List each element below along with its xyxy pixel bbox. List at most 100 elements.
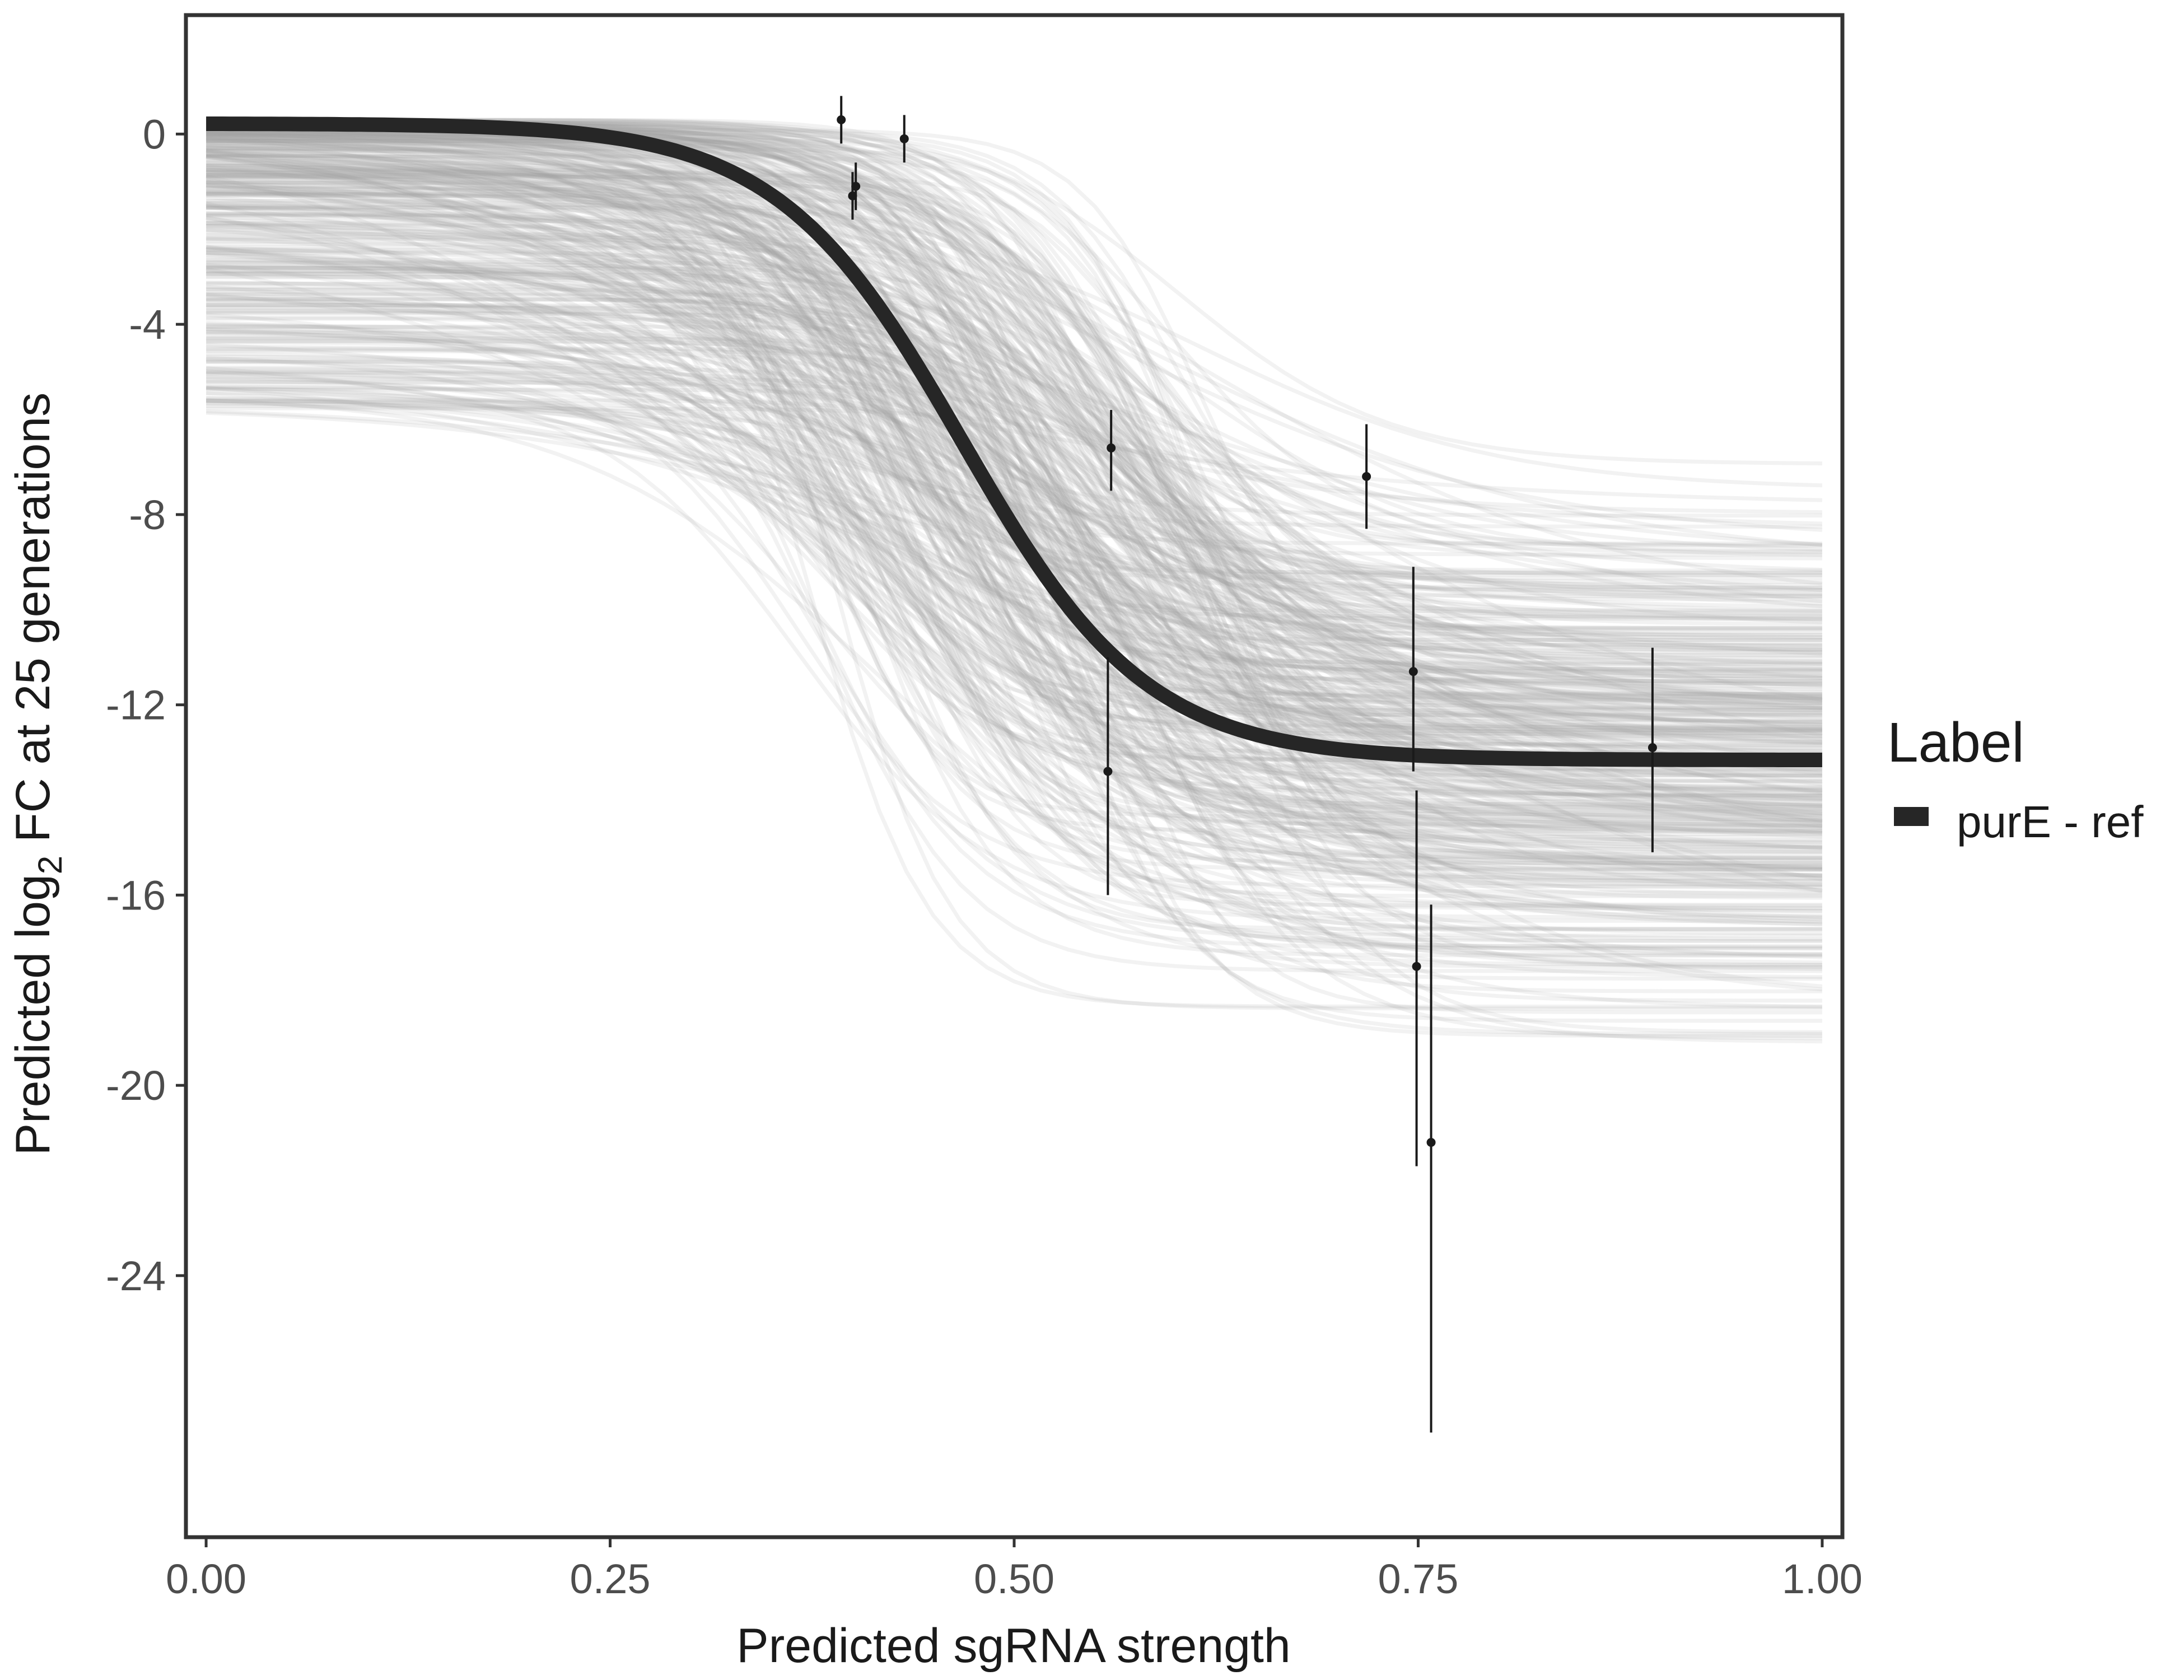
posterior-draw-line bbox=[206, 250, 1823, 801]
posterior-draw-line bbox=[206, 272, 1822, 679]
data-point bbox=[899, 134, 909, 143]
posterior-draw-line bbox=[206, 143, 1822, 675]
posterior-draw-line bbox=[206, 370, 1822, 691]
posterior-draw-line bbox=[206, 298, 1823, 704]
y-tick-label: -16 bbox=[106, 872, 166, 918]
posterior-draw-line bbox=[206, 380, 1822, 698]
posterior-draw-line bbox=[206, 356, 1822, 800]
posterior-draw-line bbox=[206, 163, 1822, 950]
posterior-draw-line bbox=[206, 245, 1823, 836]
posterior-draw-line bbox=[206, 272, 1822, 797]
posterior-draw-line bbox=[206, 180, 1822, 776]
posterior-draw-line bbox=[206, 249, 1822, 762]
posterior-draw-line bbox=[206, 153, 1822, 621]
posterior-draw-line bbox=[206, 131, 1822, 835]
posterior-draw-line bbox=[206, 179, 1822, 592]
posterior-draw-line bbox=[206, 267, 1823, 878]
posterior-draw-line bbox=[206, 310, 1822, 827]
posterior-draw-line bbox=[206, 206, 1823, 808]
posterior-draw-line bbox=[206, 339, 1822, 599]
posterior-draw-line bbox=[206, 137, 1823, 702]
posterior-draw-line bbox=[206, 352, 1822, 529]
posterior-draw-line bbox=[206, 367, 1822, 739]
posterior-draw-line bbox=[206, 134, 1822, 865]
posterior-draw-line bbox=[206, 130, 1823, 547]
fit-curve-group bbox=[206, 116, 1822, 767]
data-point bbox=[848, 191, 857, 200]
posterior-draw-line bbox=[206, 133, 1822, 1023]
posterior-draw-line bbox=[206, 269, 1822, 576]
legend-title: Label bbox=[1887, 711, 2024, 774]
posterior-draw-line bbox=[206, 327, 1822, 979]
posterior-draw-line bbox=[206, 348, 1822, 640]
posterior-draw-line bbox=[206, 135, 1822, 864]
posterior-draw-line bbox=[206, 171, 1822, 613]
posterior-draw-line bbox=[206, 174, 1822, 783]
posterior-draw-line bbox=[206, 161, 1822, 828]
posterior-draw-line bbox=[206, 119, 1822, 969]
posterior-draw-line bbox=[206, 174, 1822, 711]
posterior-draw-line bbox=[206, 153, 1822, 639]
posterior-draw-line bbox=[206, 396, 1822, 792]
posterior-draw-line bbox=[206, 224, 1822, 936]
posterior-draw-line bbox=[206, 401, 1822, 683]
posterior-draw-line bbox=[206, 385, 1823, 818]
posterior-draw-line bbox=[206, 202, 1823, 609]
posterior-draw-line bbox=[206, 146, 1822, 822]
posterior-draw-line bbox=[206, 282, 1822, 592]
posterior-draw-line bbox=[206, 172, 1823, 850]
data-point bbox=[1362, 472, 1371, 481]
posterior-draw-line bbox=[206, 410, 1822, 596]
posterior-draw-line bbox=[206, 324, 1822, 573]
posterior-draw-line bbox=[206, 132, 1822, 735]
posterior-draw-line bbox=[206, 167, 1822, 694]
posterior-draw-line bbox=[206, 155, 1822, 798]
posterior-draw-line bbox=[206, 253, 1823, 765]
posterior-draw-line bbox=[206, 138, 1822, 798]
posterior-draw-line bbox=[206, 164, 1822, 526]
posterior-draw-line bbox=[206, 133, 1822, 778]
posterior-draw-line bbox=[206, 145, 1822, 815]
posterior-draw-line bbox=[206, 336, 1822, 518]
posterior-draw-line bbox=[206, 213, 1822, 738]
y-tick-label: -20 bbox=[106, 1062, 166, 1109]
posterior-draw-line bbox=[206, 245, 1822, 870]
y-tick-label: -8 bbox=[129, 492, 166, 538]
y-tick-label: -4 bbox=[129, 301, 166, 348]
posterior-draw-line bbox=[206, 141, 1822, 819]
posterior-draw-line bbox=[206, 398, 1822, 801]
posterior-draw-line bbox=[206, 303, 1822, 880]
posterior-draw-line bbox=[206, 343, 1822, 709]
posterior-draw-line bbox=[206, 190, 1822, 665]
posterior-draw-line bbox=[206, 127, 1822, 701]
posterior-draw-line bbox=[206, 138, 1822, 599]
posterior-draw-line bbox=[206, 312, 1822, 878]
posterior-draw-line bbox=[206, 325, 1822, 632]
posterior-draw-line bbox=[206, 409, 1823, 786]
posterior-draw-line bbox=[206, 135, 1823, 988]
posterior-draw-line bbox=[206, 180, 1823, 711]
posterior-draw-line bbox=[206, 391, 1823, 731]
posterior-draw-line bbox=[206, 173, 1822, 856]
posterior-draw-line bbox=[206, 404, 1822, 738]
posterior-draw-line bbox=[206, 370, 1822, 580]
posterior-draw-line bbox=[206, 219, 1823, 592]
posterior-draw-line bbox=[206, 236, 1822, 911]
posterior-draw-line bbox=[206, 309, 1822, 796]
posterior-draw-line bbox=[206, 214, 1822, 515]
posterior-draw-line bbox=[206, 269, 1822, 833]
posterior-draw-line bbox=[206, 261, 1822, 981]
posterior-draw-line bbox=[206, 292, 1823, 824]
posterior-draw-line bbox=[206, 175, 1822, 860]
posterior-draw-line bbox=[206, 406, 1822, 554]
posterior-draw-line bbox=[206, 145, 1822, 622]
posterior-draw-line bbox=[206, 133, 1822, 660]
posterior-draw-line bbox=[206, 227, 1822, 753]
legend-entry-label: purE - ref bbox=[1957, 797, 2144, 847]
posterior-draw-line bbox=[206, 193, 1822, 993]
y-tick-label: 0 bbox=[143, 111, 166, 157]
posterior-draw-line bbox=[206, 354, 1822, 887]
posterior-draw-line bbox=[206, 237, 1822, 810]
posterior-draw-line bbox=[206, 265, 1822, 920]
